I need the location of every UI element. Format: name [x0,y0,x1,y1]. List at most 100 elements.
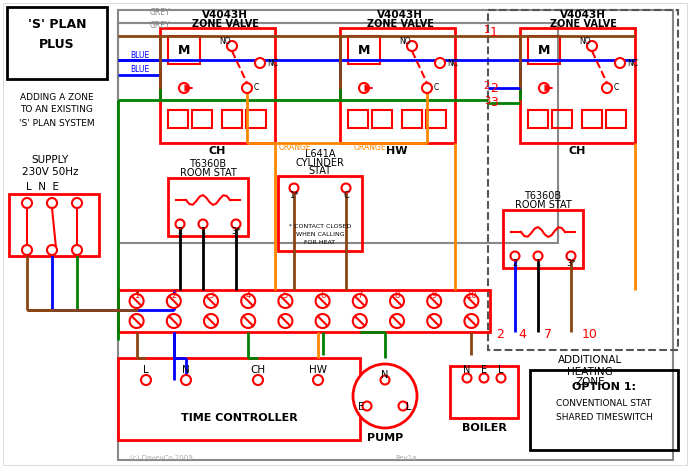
Text: M: M [538,44,550,57]
Circle shape [141,375,151,385]
Text: L: L [406,402,412,412]
Text: 'S' PLAN SYSTEM: 'S' PLAN SYSTEM [19,118,95,127]
Text: V4043H: V4043H [560,10,606,20]
Circle shape [255,58,265,68]
Text: L641A: L641A [305,149,335,159]
Circle shape [539,83,549,93]
Bar [222,110,242,128]
Text: 3*: 3* [566,259,576,269]
Circle shape [181,375,191,385]
Bar [402,110,422,128]
Circle shape [353,314,367,328]
Text: C: C [254,83,259,93]
Bar [348,36,380,64]
Bar [7,7,107,79]
Bar [348,110,368,128]
Bar [528,110,548,128]
Bar [118,358,360,440]
Text: V4043H: V4043H [202,10,248,20]
Bar [160,28,275,143]
Text: ZONE VALVE: ZONE VALVE [366,19,433,29]
Text: M: M [358,44,371,57]
Bar [118,10,673,460]
Text: ADDITIONAL: ADDITIONAL [558,355,622,365]
Circle shape [199,219,208,228]
Bar [372,110,392,128]
Circle shape [427,314,441,328]
Circle shape [566,251,575,261]
Circle shape [464,314,478,328]
Text: CH: CH [569,146,586,156]
Text: ORANGE: ORANGE [354,144,386,153]
Text: HW: HW [386,146,408,156]
Bar [503,210,583,268]
Text: E: E [358,402,364,412]
Text: C: C [434,83,440,93]
Circle shape [72,198,82,208]
Text: SHARED TIMESWITCH: SHARED TIMESWITCH [555,414,652,423]
Text: * CONTACT CLOSED: * CONTACT CLOSED [289,224,351,228]
Circle shape [462,373,471,382]
Circle shape [533,251,542,261]
Text: TO AN EXISTING: TO AN EXISTING [21,105,93,115]
Text: 10: 10 [582,329,598,342]
Text: 1: 1 [134,291,139,300]
Text: 7: 7 [357,291,362,300]
Text: TIME CONTROLLER: TIME CONTROLLER [181,413,297,423]
Circle shape [353,364,417,428]
Text: 9: 9 [431,291,437,300]
Text: N: N [463,365,471,375]
Text: 2: 2 [496,329,504,342]
Circle shape [167,314,181,328]
Circle shape [602,83,612,93]
Text: 3*: 3* [231,227,241,236]
Text: HW: HW [309,365,327,375]
Text: ROOM STAT: ROOM STAT [515,200,571,210]
Bar [426,110,446,128]
Text: NO: NO [579,37,591,46]
Circle shape [399,402,408,410]
Circle shape [380,375,389,385]
Bar [582,110,602,128]
Text: 2: 2 [171,291,177,300]
Text: 230V 50Hz: 230V 50Hz [22,167,78,177]
Text: HEATING: HEATING [567,367,613,377]
Text: PUMP: PUMP [367,433,403,443]
Circle shape [204,314,218,328]
Bar [192,110,212,128]
Bar [168,110,188,128]
Text: (c) DaveyCo 2009: (c) DaveyCo 2009 [130,455,193,461]
Circle shape [315,314,330,328]
Bar [9,194,99,256]
Text: 2: 2 [490,81,498,95]
Text: NC: NC [627,58,638,67]
Bar [552,110,572,128]
Circle shape [342,183,351,192]
Text: PLUS: PLUS [39,38,75,51]
Circle shape [290,183,299,192]
Text: T6360B: T6360B [524,191,562,201]
Text: C: C [343,191,349,200]
Bar [528,36,560,64]
Text: 3: 3 [490,96,498,110]
Text: Rev1a: Rev1a [395,455,417,461]
Text: ZONE: ZONE [575,377,605,387]
Text: 6: 6 [320,291,325,300]
Bar [488,10,678,350]
Text: FOR HEAT: FOR HEAT [304,240,335,244]
Text: CH: CH [208,146,226,156]
Bar [278,176,362,251]
Circle shape [390,314,404,328]
Text: OPTION 1:: OPTION 1: [572,382,636,392]
Text: M: M [178,44,190,57]
Text: NC: NC [267,58,278,67]
Text: 8: 8 [394,291,400,300]
Circle shape [497,373,506,382]
Text: C: C [614,83,619,93]
Text: GREY: GREY [150,8,170,17]
Text: SUPPLY: SUPPLY [31,155,68,165]
Text: CONVENTIONAL STAT: CONVENTIONAL STAT [556,400,651,409]
Text: 1*: 1* [289,191,299,200]
Text: CYLINDER: CYLINDER [295,158,344,168]
Bar [168,178,248,236]
